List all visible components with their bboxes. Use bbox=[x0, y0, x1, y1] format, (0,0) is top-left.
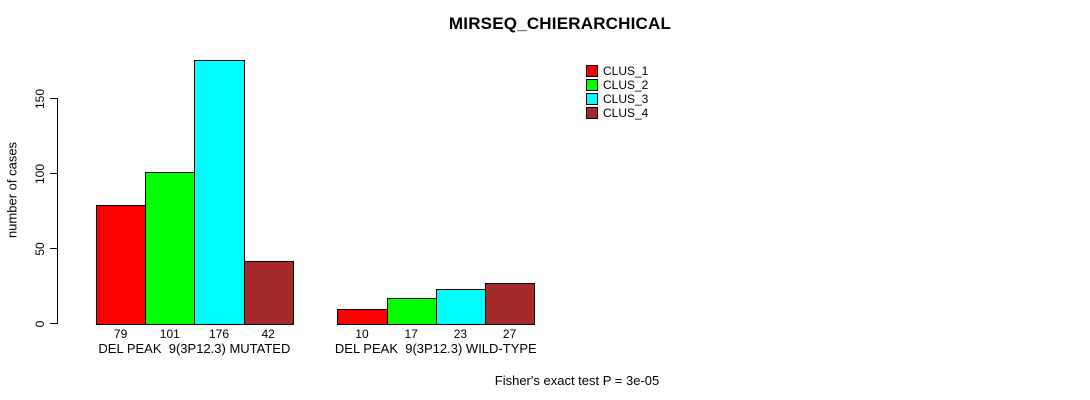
y-axis-tick bbox=[50, 323, 57, 324]
y-axis-tick-label: 150 bbox=[33, 88, 47, 109]
legend-row: CLUS_2 bbox=[586, 78, 648, 92]
legend-swatch-icon bbox=[586, 65, 598, 77]
legend-label: CLUS_3 bbox=[603, 92, 649, 106]
legend-label: CLUS_1 bbox=[603, 64, 649, 78]
bar-clus_4-group1 bbox=[243, 260, 294, 325]
bar-value-label: 176 bbox=[208, 327, 229, 341]
legend-swatch-icon bbox=[586, 107, 598, 119]
legend-row: CLUS_3 bbox=[586, 92, 648, 106]
group-label: DEL PEAK 9(3P12.3) MUTATED bbox=[98, 341, 291, 356]
bar-clus_3-group2 bbox=[435, 289, 486, 325]
bar-clus_3-group1 bbox=[194, 59, 245, 325]
bar-clus_4-group2 bbox=[485, 283, 536, 325]
bar-value-label: 23 bbox=[453, 327, 468, 341]
legend-swatch-icon bbox=[586, 79, 598, 91]
bar-value-label: 79 bbox=[113, 327, 128, 341]
y-axis-tick-label: 0 bbox=[33, 320, 47, 327]
bar-value-label: 101 bbox=[159, 327, 180, 341]
legend-row: CLUS_1 bbox=[586, 64, 648, 78]
y-axis-tick-label: 50 bbox=[33, 241, 47, 256]
bar-clus_2-group2 bbox=[386, 298, 437, 325]
legend-label: CLUS_2 bbox=[603, 78, 649, 92]
legend-swatch-icon bbox=[586, 93, 598, 105]
legend: CLUS_1 CLUS_2 CLUS_3 CLUS_4 bbox=[586, 64, 648, 120]
group-label: DEL PEAK 9(3P12.3) WILD-TYPE bbox=[334, 341, 537, 356]
y-axis-tick bbox=[50, 98, 57, 99]
bar-clus_1-group2 bbox=[337, 308, 388, 325]
y-axis-title: number of cases bbox=[4, 141, 20, 239]
fisher-test-annotation: Fisher's exact test P = 3e-05 bbox=[494, 373, 660, 388]
y-axis-tick bbox=[50, 173, 57, 174]
bar-value-label: 42 bbox=[261, 327, 275, 341]
legend-label: CLUS_4 bbox=[603, 106, 649, 120]
bar-clus_2-group1 bbox=[145, 172, 196, 325]
chart-title: MIRSEQ_CHIERARCHICAL bbox=[448, 14, 672, 33]
y-axis-tick-label: 100 bbox=[33, 163, 47, 184]
bar-value-label: 17 bbox=[404, 327, 418, 341]
bar-clus_1-group1 bbox=[96, 205, 147, 325]
y-axis-line bbox=[57, 98, 58, 324]
y-axis-tick bbox=[50, 248, 57, 249]
bar-value-label: 10 bbox=[355, 327, 369, 341]
legend-row: CLUS_4 bbox=[586, 106, 648, 120]
bar-value-label: 27 bbox=[502, 327, 517, 341]
